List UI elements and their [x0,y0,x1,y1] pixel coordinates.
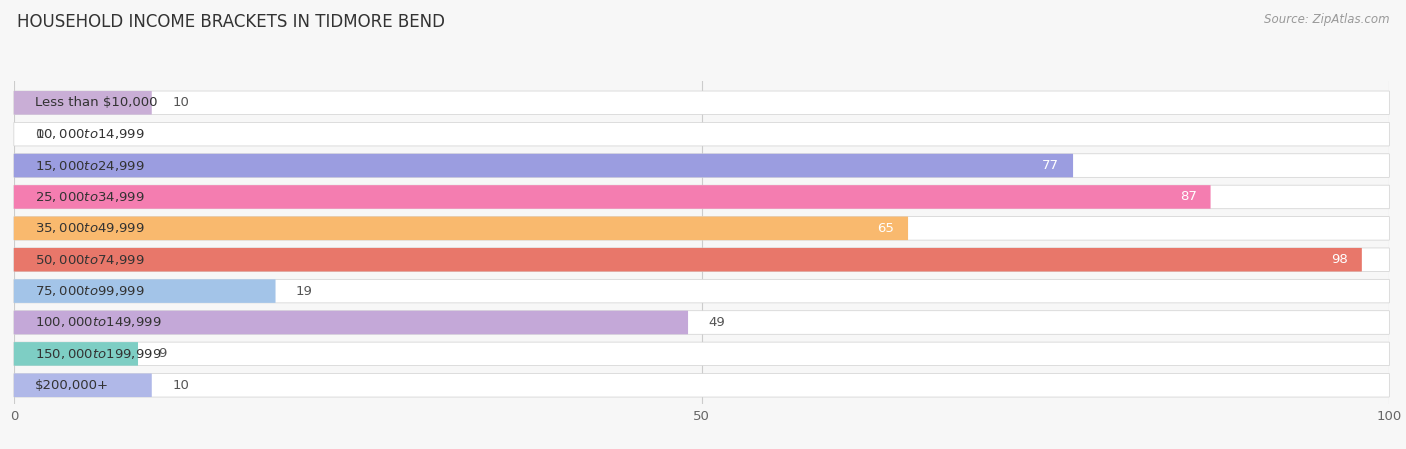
FancyBboxPatch shape [14,123,1389,146]
Text: 9: 9 [159,348,167,361]
FancyBboxPatch shape [14,91,152,114]
FancyBboxPatch shape [14,374,152,397]
FancyBboxPatch shape [14,185,1211,209]
Text: Source: ZipAtlas.com: Source: ZipAtlas.com [1264,13,1389,26]
Text: 98: 98 [1331,253,1348,266]
Text: $10,000 to $14,999: $10,000 to $14,999 [35,127,145,141]
FancyBboxPatch shape [14,342,1389,365]
Text: $35,000 to $49,999: $35,000 to $49,999 [35,221,145,235]
Text: $100,000 to $149,999: $100,000 to $149,999 [35,316,162,330]
Text: 87: 87 [1180,190,1197,203]
FancyBboxPatch shape [14,216,908,240]
FancyBboxPatch shape [14,216,1389,240]
Text: HOUSEHOLD INCOME BRACKETS IN TIDMORE BEND: HOUSEHOLD INCOME BRACKETS IN TIDMORE BEN… [17,13,444,31]
Text: 19: 19 [295,285,312,298]
Text: $75,000 to $99,999: $75,000 to $99,999 [35,284,145,298]
FancyBboxPatch shape [14,248,1362,272]
Text: $200,000+: $200,000+ [35,379,108,392]
Text: $50,000 to $74,999: $50,000 to $74,999 [35,253,145,267]
FancyBboxPatch shape [14,91,1389,114]
Text: Less than $10,000: Less than $10,000 [35,96,157,109]
FancyBboxPatch shape [14,248,1389,272]
FancyBboxPatch shape [14,279,1389,303]
Text: 0: 0 [35,128,44,141]
Text: 65: 65 [877,222,894,235]
Text: $25,000 to $34,999: $25,000 to $34,999 [35,190,145,204]
FancyBboxPatch shape [14,374,1389,397]
FancyBboxPatch shape [14,154,1389,177]
FancyBboxPatch shape [14,154,1073,177]
FancyBboxPatch shape [14,342,138,365]
Text: $15,000 to $24,999: $15,000 to $24,999 [35,158,145,172]
FancyBboxPatch shape [14,279,276,303]
Text: $150,000 to $199,999: $150,000 to $199,999 [35,347,162,361]
FancyBboxPatch shape [14,185,1389,209]
Text: 49: 49 [709,316,725,329]
FancyBboxPatch shape [14,311,1389,334]
Text: 10: 10 [172,96,188,109]
Text: 10: 10 [172,379,188,392]
FancyBboxPatch shape [14,311,688,334]
Text: 77: 77 [1042,159,1059,172]
